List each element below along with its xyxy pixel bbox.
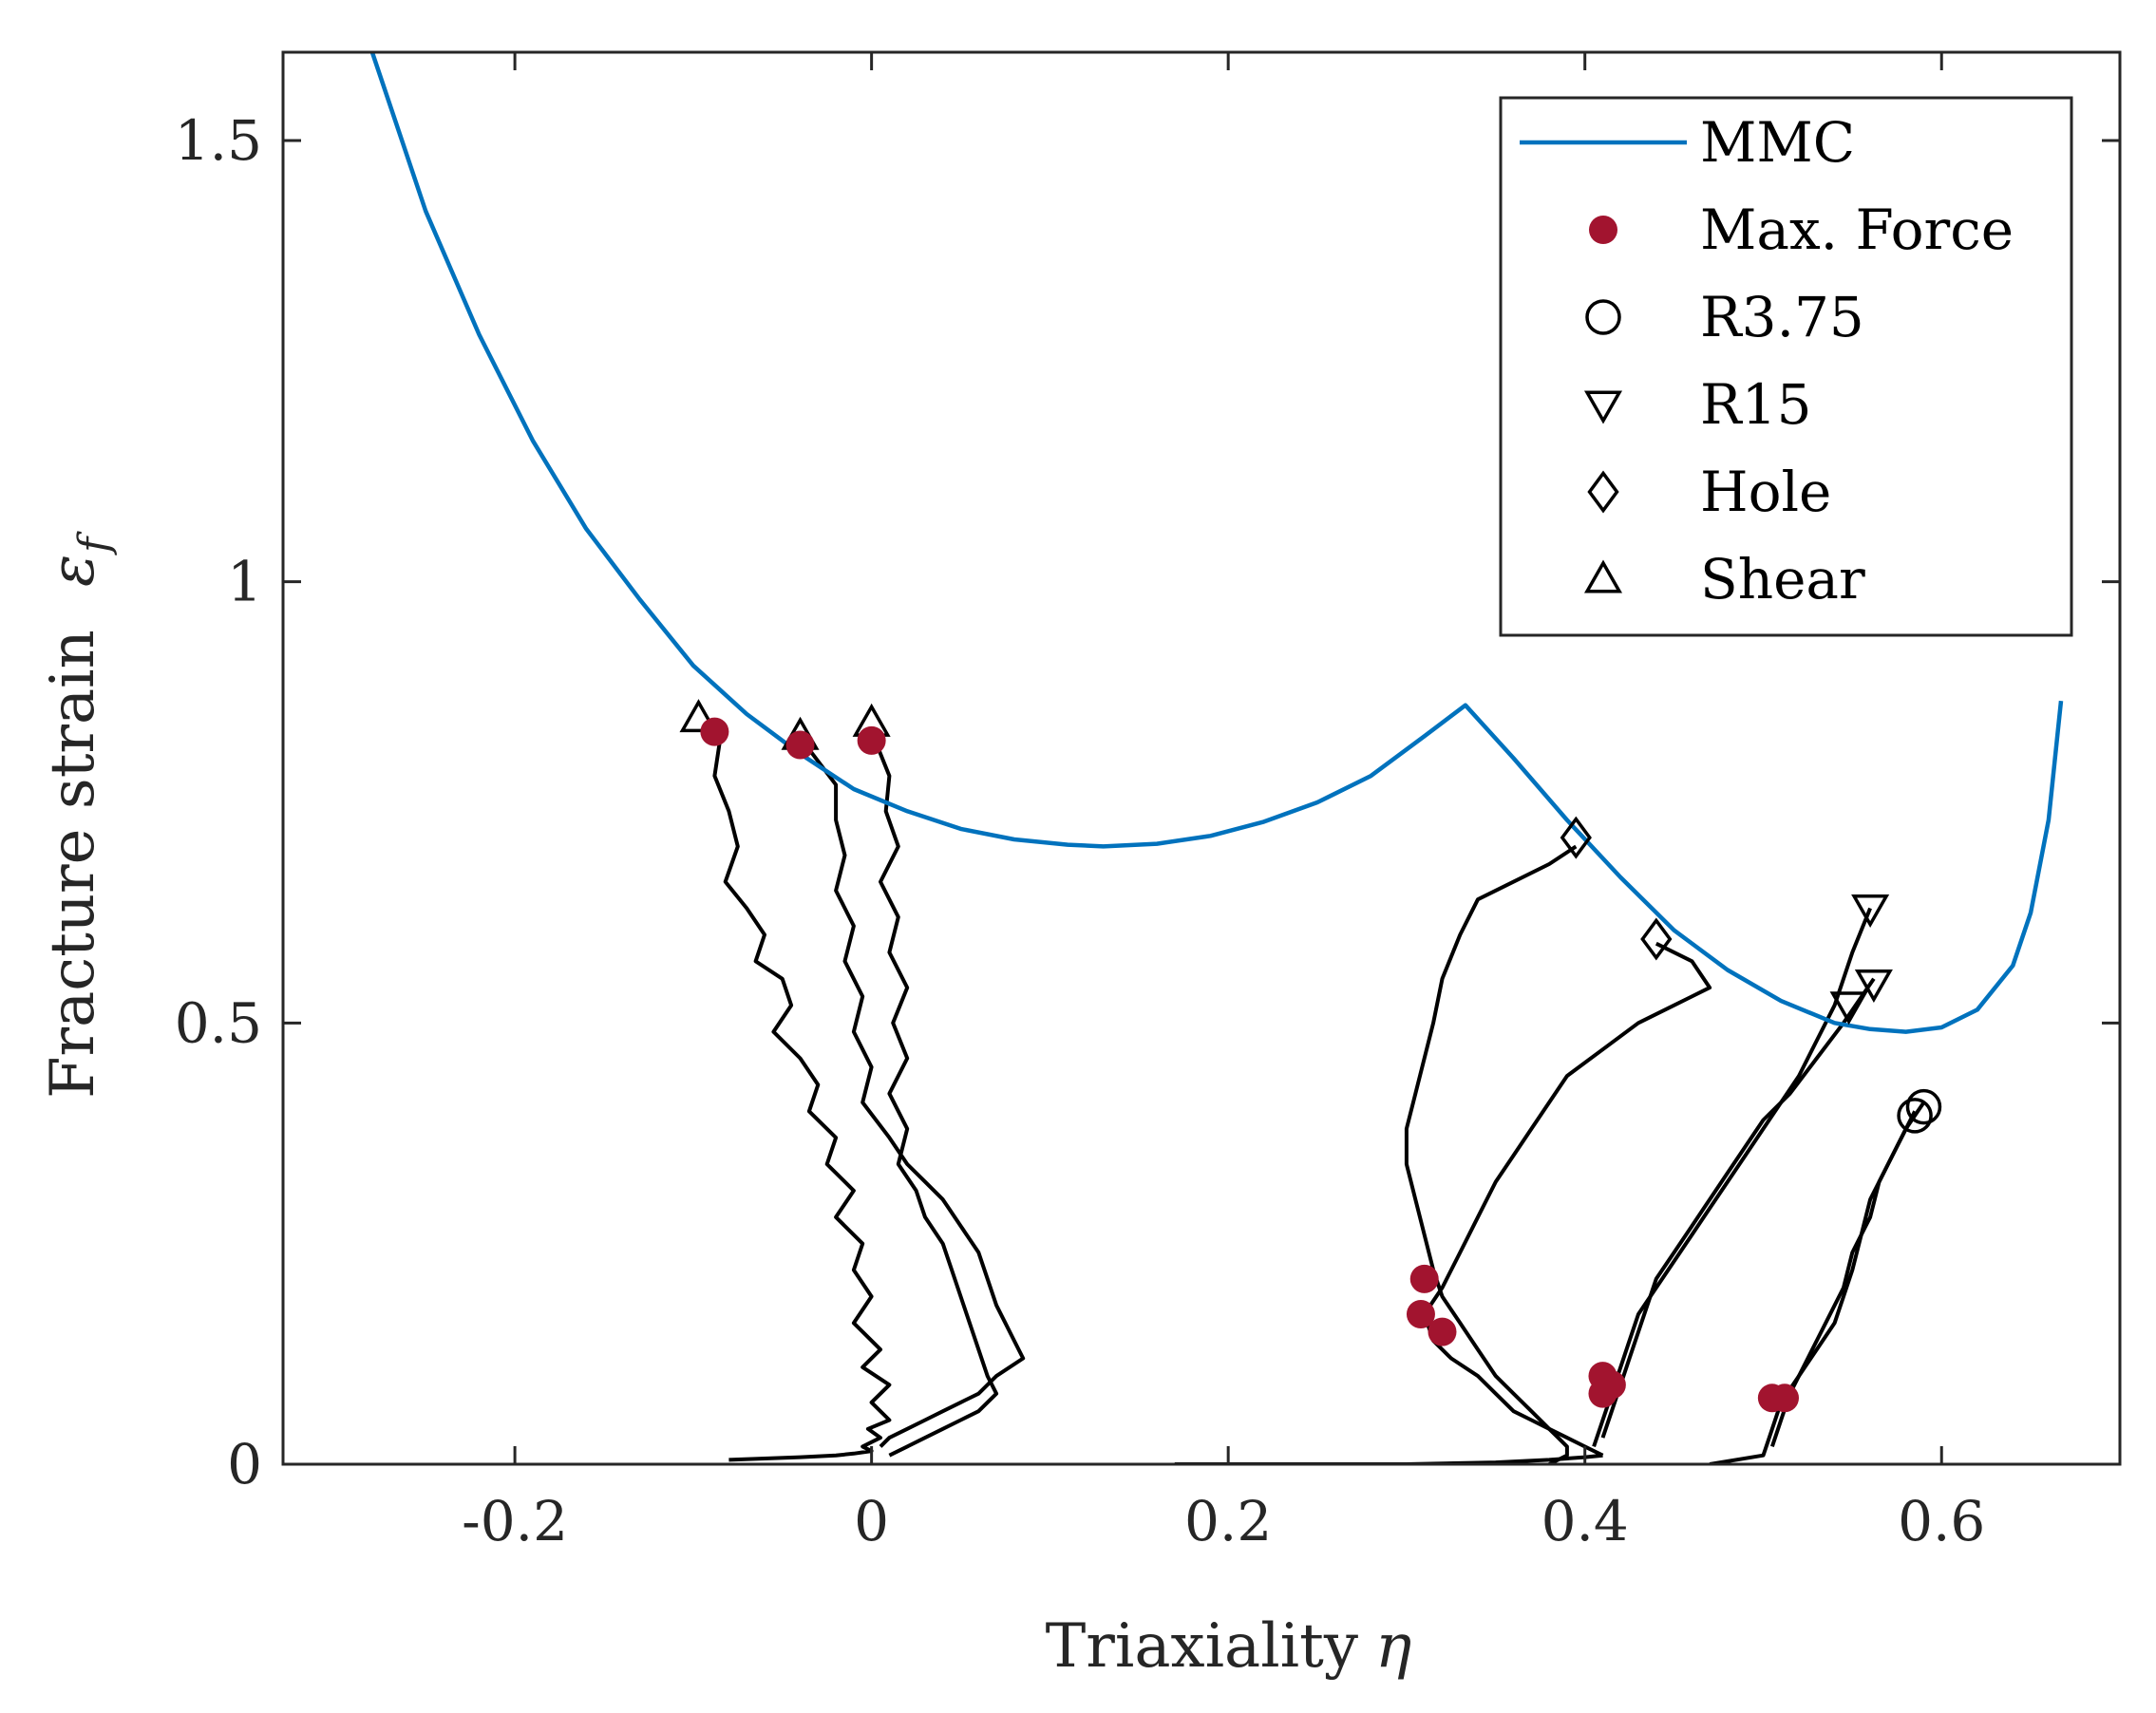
x-tick-label: 0.6 [1898, 1489, 1985, 1553]
legend-hole-label: Hole [1700, 460, 1831, 524]
r15-marker-3 [1829, 991, 1868, 1026]
legend-hole-marker [1587, 470, 1619, 514]
hole-marker-1 [1560, 816, 1592, 859]
hole-marker-2 [1640, 917, 1673, 961]
r15-marker-1 [1851, 894, 1890, 929]
max-force-point-4 [1409, 1264, 1439, 1293]
y-tick-label: 1 [227, 550, 262, 614]
y-axis-label-group: Fracture strain ε f [38, 531, 119, 1099]
legend-shear-marker [1583, 559, 1623, 593]
x-axis-label: Triaxiality [1046, 1611, 1358, 1682]
max-force-point-5 [1406, 1300, 1435, 1329]
path-line-shear-1 [712, 740, 892, 1462]
path-line-shear-2 [807, 747, 1026, 1448]
max-force-point-2 [785, 730, 815, 760]
y-tick-label: 0 [227, 1432, 262, 1497]
mmc-curve-line [369, 52, 2064, 1034]
data-markers [679, 699, 1942, 1413]
path-line-hole-2 [1422, 941, 1712, 1458]
legend-max-force-label: Max. Force [1700, 198, 2014, 262]
axes-frame [281, 50, 2122, 1466]
legend-r15-marker [1583, 390, 1623, 424]
x-axis-symbol: η [1375, 1611, 1411, 1682]
r15-marker-2 [1854, 969, 1893, 1004]
plot-area [369, 52, 2064, 1464]
legend-shear-label: Shear [1700, 547, 1865, 612]
max-force-point-3 [857, 725, 886, 755]
legend-r15-label: R15 [1700, 372, 1811, 437]
legend-r3-75-marker [1585, 299, 1621, 335]
x-tick-label: 0.4 [1541, 1489, 1629, 1553]
y-axis-label: Fracture strain [38, 630, 108, 1099]
x-tick-label: -0.2 [462, 1489, 568, 1553]
shear-marker-1 [679, 699, 718, 733]
legend-mmc-label: MMC [1700, 110, 1855, 175]
legend-max-force-marker [1589, 216, 1617, 244]
path-line-r15-2 [1600, 977, 1876, 1439]
r375-marker-2 [1897, 1098, 1933, 1134]
max-force-point-6 [1428, 1317, 1457, 1346]
axes: -0.2 0 0.2 0.4 0.6 0 0.5 1 1.5 [175, 50, 2122, 1553]
x-tick-label: 0 [854, 1489, 889, 1553]
x-tick-label: 0.2 [1184, 1489, 1272, 1553]
legend: MMC Max. Force R3.75 R15 Hole Shear [1499, 96, 2073, 637]
y-axis-symbol: ε [38, 555, 108, 587]
path-line-r15-1 [1592, 907, 1872, 1448]
y-tick-label: 0.5 [175, 990, 262, 1055]
path-line-shear-3 [873, 740, 999, 1458]
legend-box [1499, 96, 2073, 637]
legend-r3-75-label: R3.75 [1700, 285, 1864, 349]
max-force-point-11 [1769, 1384, 1799, 1413]
y-tick-label: 1.5 [175, 108, 262, 173]
r375-marker-1 [1905, 1088, 1942, 1125]
max-force-point-9 [1588, 1379, 1617, 1408]
max-force-point-1 [700, 717, 729, 746]
